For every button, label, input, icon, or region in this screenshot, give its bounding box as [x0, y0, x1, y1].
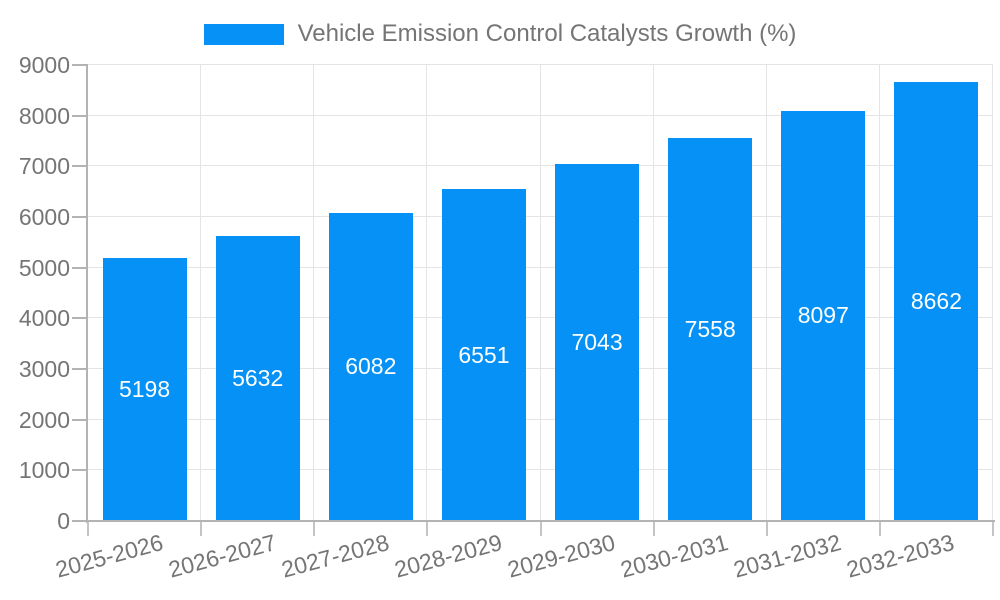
y-axis-tick [72, 317, 87, 320]
y-axis-tick-label: 2000 [18, 406, 70, 433]
legend[interactable]: Vehicle Emission Control Catalysts Growt… [0, 20, 1000, 48]
x-gridline [878, 65, 880, 521]
y-axis-tick-label: 0 [57, 508, 70, 534]
x-gridline [765, 65, 767, 521]
x-gridline [652, 65, 654, 521]
y-gridline [88, 368, 993, 369]
x-axis-tick-label: 2025-2026 [52, 529, 166, 583]
x-axis-tick [878, 522, 881, 536]
x-axis-tick-label: 2027-2028 [278, 529, 392, 583]
y-gridline [88, 216, 993, 217]
y-axis-tick [72, 418, 87, 421]
y-axis-tick [72, 114, 87, 117]
y-axis-tick-label: 4000 [18, 305, 70, 332]
x-gridline [313, 65, 315, 521]
x-axis-tick [992, 522, 994, 536]
x-axis-tick [313, 522, 316, 536]
y-gridline [88, 469, 993, 471]
y-axis-tick [72, 216, 87, 218]
bar-value-label: 8662 [910, 288, 963, 315]
legend-label: Vehicle Emission Control Catalysts Growt… [297, 20, 797, 47]
y-axis-tick [72, 520, 87, 522]
y-axis-tick-label: 8000 [18, 102, 70, 129]
x-axis-tick-label: 2028-2029 [391, 529, 505, 583]
bar-2031-2032[interactable]: 8097 [781, 110, 866, 521]
x-gridline [539, 65, 541, 521]
y-gridline [88, 165, 993, 167]
x-axis-tick [87, 522, 89, 536]
x-gridline [426, 65, 428, 521]
y-gridline [88, 418, 993, 420]
bar-2032-2033[interactable]: 8662 [894, 82, 979, 521]
y-axis-tick [72, 165, 87, 168]
x-axis-tick [652, 522, 655, 536]
x-gridline [992, 65, 993, 521]
x-axis-tick-label: 2031-2032 [731, 529, 845, 583]
y-gridline [88, 317, 993, 319]
bar-2025-2026[interactable]: 5198 [102, 257, 187, 521]
bar-2030-2031[interactable]: 7558 [668, 138, 753, 521]
bar-value-label: 8097 [797, 302, 849, 329]
x-axis-tick [426, 522, 429, 536]
x-axis-tick-label: 2032-2033 [844, 529, 958, 583]
bar-value-label: 5198 [118, 375, 171, 402]
y-gridline [88, 114, 993, 116]
y-axis-tick [72, 368, 87, 370]
x-axis-tick [539, 522, 542, 536]
y-axis-tick-label: 6000 [18, 204, 70, 230]
x-axis-line [86, 520, 995, 522]
bar-2028-2029[interactable]: 6551 [441, 189, 526, 521]
y-gridline [88, 64, 993, 65]
bar-value-label: 7558 [684, 316, 736, 343]
bar-value-label: 5632 [232, 364, 284, 391]
x-axis-tick-label: 2026-2027 [165, 529, 279, 583]
x-gridline [200, 65, 202, 521]
y-axis-tick-label: 7000 [18, 153, 70, 180]
bar-value-label: 6082 [345, 353, 397, 380]
bar-2029-2030[interactable]: 7043 [555, 164, 640, 521]
y-axis-line [86, 64, 88, 523]
y-gridline [88, 266, 993, 268]
bar-value-label: 6551 [458, 341, 510, 368]
x-axis-tick-label: 2030-2031 [617, 529, 731, 583]
plot-area: 5198 5632 6082 6551 7043 7558 8097 8662 [88, 64, 993, 521]
x-axis-tick [200, 522, 203, 536]
y-axis-tick-label: 9000 [18, 52, 70, 78]
legend-swatch [203, 23, 284, 45]
y-axis-tick-label: 3000 [18, 356, 70, 382]
bar-value-label: 7043 [571, 329, 623, 356]
y-axis-tick [72, 469, 87, 472]
y-axis-tick-label: 1000 [18, 457, 70, 484]
bar-2026-2027[interactable]: 5632 [215, 235, 300, 521]
y-axis-tick-label: 5000 [18, 254, 70, 281]
y-axis-tick [72, 266, 87, 269]
x-axis-tick-label: 2029-2030 [504, 529, 618, 583]
x-axis-tick [765, 522, 768, 536]
bar-2027-2028[interactable]: 6082 [328, 212, 413, 521]
y-axis-tick [72, 64, 87, 66]
